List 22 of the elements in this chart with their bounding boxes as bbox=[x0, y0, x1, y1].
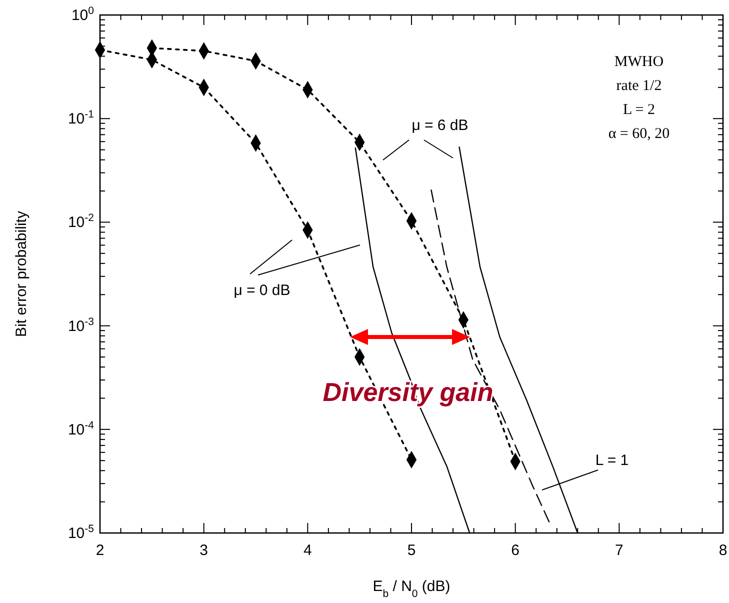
x-axis-title: E$_{b}$ / N$_{0}$ (dB) bbox=[372, 578, 450, 600]
annotation: μ = 0 dB bbox=[234, 282, 290, 299]
y-tick-label: 10$^{-5}$ bbox=[68, 523, 94, 542]
annotation: L = 2 bbox=[622, 102, 656, 118]
x-tick-label: 8 bbox=[718, 542, 728, 559]
x-tick-label: 7 bbox=[614, 542, 624, 559]
y-axis-title: Bit error probability bbox=[13, 210, 30, 337]
y-tick-label: 10$^{-3}$ bbox=[68, 316, 94, 335]
annotation: α = 60, 20 bbox=[608, 126, 670, 142]
x-tick-label: 3 bbox=[200, 542, 208, 559]
y-tick-label: 10$^{-2}$ bbox=[68, 212, 94, 232]
y-tick-label: 10$^{-1}$ bbox=[68, 108, 94, 128]
y-tick-label: 10$^{-4}$ bbox=[68, 419, 94, 438]
y-tick-label: 10$^{0}$ bbox=[71, 5, 94, 24]
x-tick-label: 4 bbox=[303, 542, 312, 559]
annotation: L = 1 bbox=[595, 452, 629, 469]
x-tick-label: 2 bbox=[96, 542, 104, 559]
x-tick-label: 6 bbox=[511, 542, 520, 559]
annotation: MWHO bbox=[614, 54, 664, 70]
x-tick-label: 5 bbox=[407, 542, 416, 559]
annotation: μ = 6 dB bbox=[412, 117, 468, 134]
annotation: rate 1/2 bbox=[616, 78, 662, 94]
